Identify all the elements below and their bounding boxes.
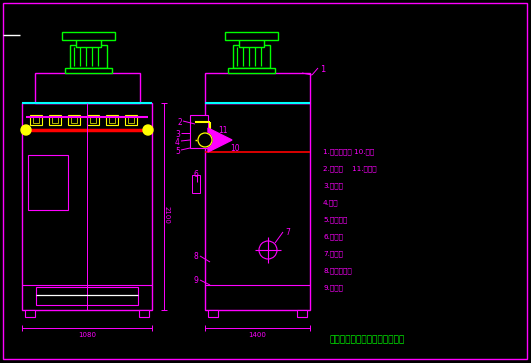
- Bar: [125, 115, 137, 125]
- Text: 北京华康中天国际环保有限公司: 北京华康中天国际环保有限公司: [330, 335, 405, 344]
- Bar: [106, 115, 118, 125]
- Bar: [30, 115, 42, 125]
- Bar: [228, 68, 275, 73]
- Text: 8: 8: [194, 252, 199, 261]
- Bar: [87, 115, 99, 125]
- Text: 1080: 1080: [78, 332, 96, 338]
- Text: 5.气包支架: 5.气包支架: [323, 216, 347, 223]
- Bar: [65, 68, 112, 73]
- Bar: [35, 73, 140, 103]
- Circle shape: [198, 133, 212, 147]
- Bar: [90, 117, 96, 123]
- Bar: [52, 117, 58, 123]
- Text: 4.气包: 4.气包: [323, 199, 339, 205]
- Bar: [33, 117, 39, 123]
- Polygon shape: [208, 128, 232, 152]
- Text: 10: 10: [230, 144, 239, 153]
- Bar: [76, 38, 101, 47]
- Bar: [205, 103, 310, 310]
- Circle shape: [143, 125, 153, 135]
- Text: 7.排风口: 7.排风口: [323, 250, 343, 257]
- Text: 1: 1: [320, 65, 326, 74]
- Bar: [28, 155, 68, 210]
- Bar: [225, 32, 278, 40]
- Bar: [208, 310, 218, 317]
- Bar: [68, 115, 80, 125]
- Bar: [139, 310, 149, 317]
- Text: 1400: 1400: [248, 332, 266, 338]
- Circle shape: [21, 125, 31, 135]
- Bar: [233, 45, 270, 68]
- Bar: [205, 73, 310, 103]
- Bar: [239, 38, 264, 47]
- Text: 11: 11: [218, 126, 227, 135]
- Text: 9: 9: [194, 276, 199, 285]
- Text: 7: 7: [285, 228, 290, 237]
- Text: 4: 4: [175, 138, 180, 147]
- Text: 3.脉冲阀: 3.脉冲阀: [323, 182, 343, 189]
- Bar: [70, 45, 107, 68]
- Text: 8.仓式输灰器: 8.仓式输灰器: [323, 267, 352, 274]
- Bar: [192, 175, 200, 193]
- Bar: [36, 287, 138, 305]
- Bar: [22, 103, 152, 310]
- Bar: [190, 115, 208, 148]
- Text: 6.控制柜: 6.控制柜: [323, 233, 343, 240]
- Text: 2: 2: [178, 118, 183, 127]
- Text: 3: 3: [175, 130, 180, 139]
- Bar: [128, 117, 134, 123]
- Bar: [62, 32, 115, 40]
- Text: 2.气包管    11.喷吹管: 2.气包管 11.喷吹管: [323, 165, 376, 172]
- Text: 5: 5: [175, 147, 180, 156]
- Bar: [49, 115, 61, 125]
- Text: 6: 6: [194, 170, 199, 179]
- Bar: [71, 117, 77, 123]
- Text: 1.除尘器风机 10.视镜: 1.除尘器风机 10.视镜: [323, 148, 374, 155]
- Bar: [25, 310, 35, 317]
- Text: 2100: 2100: [164, 206, 170, 224]
- Bar: [297, 310, 307, 317]
- Text: 9.卸灰阀: 9.卸灰阀: [323, 284, 343, 291]
- Bar: [109, 117, 115, 123]
